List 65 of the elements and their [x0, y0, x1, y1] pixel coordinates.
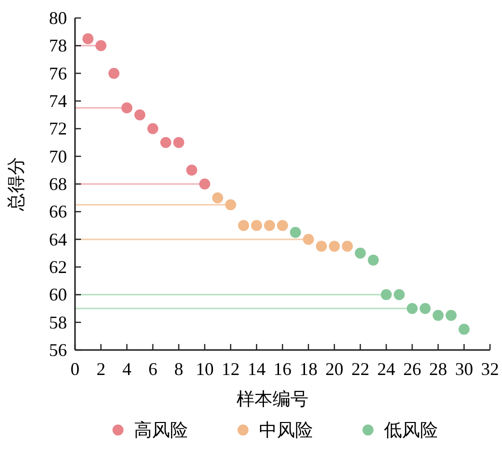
- point: [121, 102, 132, 114]
- y-tick-label: 58: [49, 312, 67, 332]
- y-tick-label: 70: [49, 146, 67, 166]
- legend-label: 高风险: [134, 420, 188, 440]
- x-tick-label: 16: [274, 359, 292, 379]
- point: [458, 324, 470, 335]
- point: [199, 178, 210, 190]
- point: [394, 289, 405, 300]
- legend-label: 中风险: [259, 420, 313, 440]
- point: [251, 220, 262, 231]
- point: [354, 248, 366, 259]
- x-tick-label: 10: [196, 359, 214, 379]
- point: [108, 68, 120, 79]
- point: [160, 137, 172, 148]
- point: [277, 220, 288, 231]
- x-tick-label: 4: [122, 359, 132, 379]
- y-tick-label: 78: [49, 36, 67, 56]
- point: [380, 289, 392, 300]
- x-tick-label: 0: [70, 359, 80, 379]
- x-tick-label: 30: [455, 359, 474, 379]
- x-tick-label: 32: [481, 359, 499, 379]
- x-axis-title: 样本编号: [236, 389, 308, 409]
- x-tick-label: 12: [222, 359, 240, 379]
- x-tick-label: 2: [96, 359, 106, 379]
- point: [95, 40, 106, 52]
- x-tick-label: 24: [377, 359, 396, 379]
- y-tick-label: 80: [49, 8, 67, 28]
- y-tick-label: 72: [49, 118, 67, 139]
- point: [238, 220, 250, 231]
- point: [290, 226, 301, 238]
- point: [173, 137, 184, 148]
- y-axis-title: 总得分: [6, 157, 26, 212]
- point: [82, 33, 94, 44]
- point: [420, 303, 431, 314]
- y-tick-label: 66: [49, 202, 67, 222]
- point: [432, 310, 444, 321]
- y-tick-label: 64: [49, 229, 67, 250]
- x-tick-label: 26: [403, 359, 422, 379]
- point: [186, 164, 198, 176]
- point: [302, 234, 314, 245]
- x-tick-label: 18: [299, 359, 318, 379]
- point: [342, 240, 353, 252]
- y-tick-label: 60: [49, 284, 67, 305]
- x-tick-label: 14: [248, 359, 266, 379]
- y-tick-label: 68: [49, 174, 67, 194]
- point: [212, 192, 224, 204]
- legend-label: 低风险: [384, 420, 438, 440]
- y-tick-label: 74: [49, 91, 67, 111]
- point: [446, 310, 457, 321]
- point: [328, 240, 340, 252]
- x-tick-label: 22: [351, 359, 370, 379]
- point: [368, 254, 379, 266]
- x-tick-label: 8: [174, 359, 184, 379]
- y-tick-label: 76: [49, 63, 67, 84]
- point: [406, 303, 418, 314]
- point: [147, 123, 158, 134]
- y-tick-label: 62: [49, 257, 67, 277]
- point: [316, 240, 327, 252]
- x-tick-label: 20: [325, 359, 344, 379]
- x-tick-label: 6: [148, 359, 158, 379]
- y-tick-label: 56: [49, 340, 67, 360]
- x-tick-label: 28: [429, 359, 448, 379]
- point: [264, 220, 276, 231]
- point: [225, 199, 236, 210]
- point: [134, 109, 146, 120]
